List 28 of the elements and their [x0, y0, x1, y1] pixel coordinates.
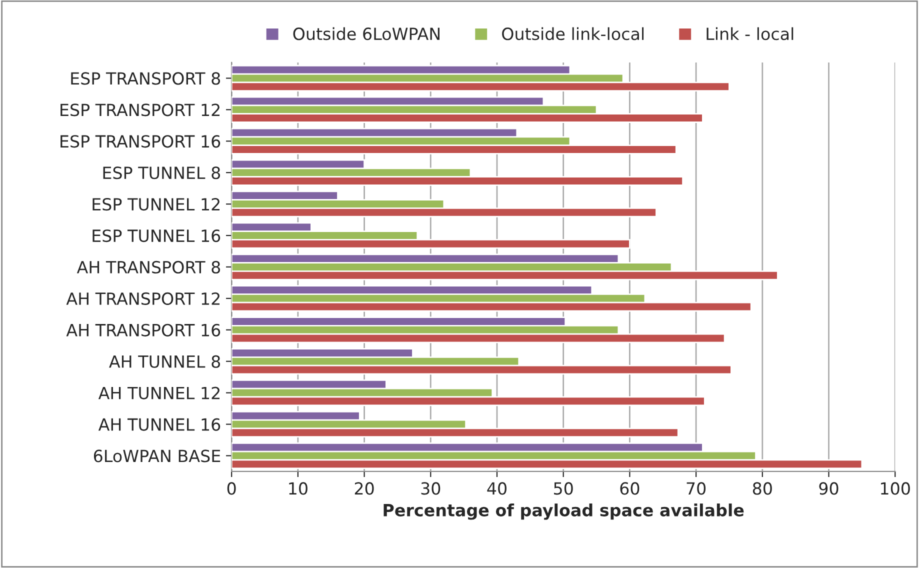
y-tick-label: AH TRANSPORT 12: [66, 292, 220, 305]
y-tick-label: ESP TRANSPORT 12: [60, 104, 220, 116]
y-tick-label: AH TUNNEL 12: [98, 386, 220, 400]
x-tick-label: 10: [289, 482, 308, 495]
y-tick-label: ESP TUNNEL 8: [103, 166, 220, 180]
x-tick-label: 100: [881, 482, 910, 495]
legend-label: Outside link-local: [502, 27, 644, 40]
x-tick-label: 30: [421, 482, 440, 495]
x-tick-label: 90: [819, 482, 838, 495]
legend-label: Outside 6LoWPAN: [293, 27, 440, 40]
x-tick-label: 40: [487, 482, 506, 495]
legend-label: Link - local: [706, 27, 794, 40]
x-tick-label: 60: [620, 482, 640, 495]
y-tick-label: AH TRANSPORT 16: [66, 324, 220, 336]
y-tick-label: AH TUNNEL 8: [109, 355, 220, 368]
x-tick-label: 70: [686, 482, 706, 495]
y-tick-label: AH TUNNEL 16: [98, 418, 220, 431]
y-tick-label: ESP TRANSPORT 16: [60, 135, 220, 148]
x-tick-label: 80: [752, 482, 772, 495]
x-tick-label: 50: [554, 482, 573, 495]
y-tick-label: ESP TUNNEL 16: [92, 229, 220, 242]
x-tick-label: 0: [227, 482, 236, 495]
x-tick-label: 20: [354, 482, 374, 495]
y-tick-label: 6LoWPAN BASE: [94, 450, 220, 462]
y-tick-label: AH TRANSPORT 8: [76, 260, 220, 274]
y-tick-label: ESP TRANSPORT 8: [71, 72, 220, 85]
x-axis-title: Percentage of payload space available: [384, 504, 744, 520]
y-tick-label: ESP TUNNEL 12: [92, 198, 220, 211]
